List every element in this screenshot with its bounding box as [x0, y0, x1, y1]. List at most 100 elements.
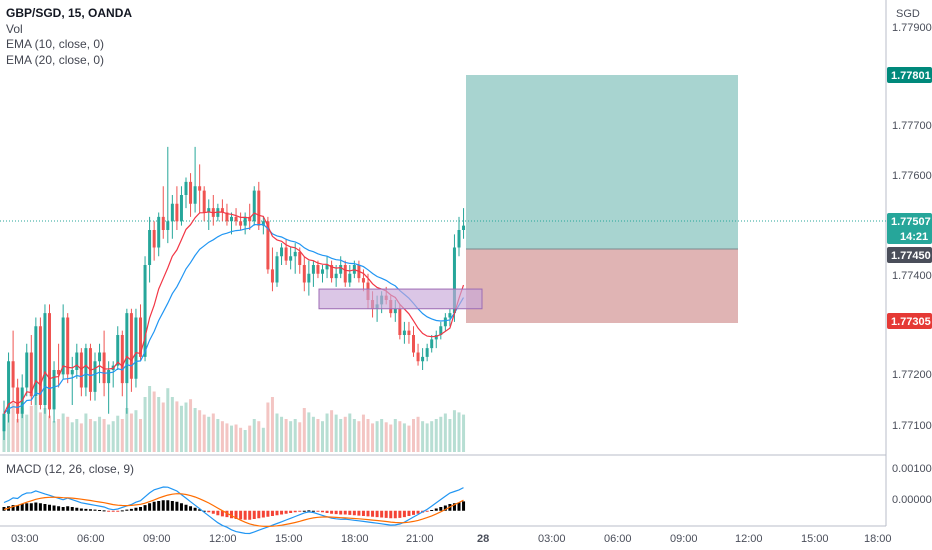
- volume-bar: [202, 414, 206, 452]
- time-axis[interactable]: 03:00 06:00 09:00 12:00 15:00 18:00 21:0…: [11, 533, 892, 545]
- candle[interactable]: [230, 212, 233, 235]
- price-axis[interactable]: 1.77900 1.77700 1.77600 1.77400 1.77200 …: [892, 22, 932, 506]
- candle[interactable]: [120, 330, 124, 397]
- candle[interactable]: [325, 256, 329, 279]
- candle[interactable]: [252, 186, 256, 226]
- profit-zone[interactable]: [466, 75, 738, 249]
- candle[interactable]: [412, 326, 415, 357]
- macd-bar: [239, 510, 243, 520]
- candle[interactable]: [198, 164, 202, 213]
- candle[interactable]: [98, 343, 102, 384]
- candle[interactable]: [43, 304, 47, 414]
- loss-zone[interactable]: [466, 249, 738, 323]
- candle[interactable]: [57, 343, 61, 388]
- candle[interactable]: [38, 317, 42, 410]
- candle[interactable]: [407, 321, 411, 344]
- candle[interactable]: [34, 317, 38, 406]
- candle[interactable]: [239, 212, 243, 231]
- candle-body: [25, 352, 29, 388]
- candle-body: [70, 370, 74, 375]
- candle[interactable]: [166, 146, 170, 244]
- candle[interactable]: [261, 216, 265, 235]
- candle-body: [125, 313, 129, 384]
- candle[interactable]: [170, 195, 174, 239]
- candle[interactable]: [280, 243, 284, 265]
- candle[interactable]: [430, 335, 434, 353]
- candle[interactable]: [152, 221, 156, 261]
- candle[interactable]: [93, 352, 97, 401]
- candle[interactable]: [184, 177, 188, 209]
- candle[interactable]: [270, 247, 274, 292]
- candle[interactable]: [298, 247, 302, 274]
- macd-legend[interactable]: MACD (12, 26, close, 9): [6, 462, 135, 476]
- volume-bar: [425, 423, 429, 452]
- candle[interactable]: [161, 186, 165, 239]
- candle[interactable]: [157, 212, 161, 257]
- candle[interactable]: [439, 321, 443, 340]
- candle[interactable]: [102, 330, 106, 397]
- candle[interactable]: [330, 260, 334, 283]
- candle[interactable]: [416, 343, 420, 366]
- candle[interactable]: [207, 199, 211, 230]
- macd-bar: [211, 510, 215, 514]
- candle[interactable]: [443, 313, 447, 331]
- candle[interactable]: [134, 308, 138, 388]
- candle[interactable]: [107, 361, 111, 414]
- candle[interactable]: [25, 343, 29, 397]
- candle[interactable]: [220, 199, 224, 222]
- candle[interactable]: [129, 308, 133, 392]
- candle-body: [170, 203, 174, 222]
- candle[interactable]: [29, 335, 33, 405]
- volume-legend[interactable]: Vol: [6, 21, 23, 36]
- candle[interactable]: [189, 173, 193, 217]
- candle[interactable]: [275, 251, 279, 287]
- candle[interactable]: [402, 321, 406, 344]
- candle[interactable]: [289, 247, 293, 270]
- candle[interactable]: [75, 343, 79, 379]
- candle[interactable]: [284, 238, 288, 265]
- symbol-title[interactable]: GBP/SGD, 15, OANDA: [6, 6, 133, 20]
- candle[interactable]: [143, 256, 147, 362]
- macd-pane[interactable]: [0, 456, 886, 526]
- candle[interactable]: [16, 378, 20, 423]
- candle[interactable]: [348, 265, 352, 287]
- ema20-legend[interactable]: EMA (20, close, 0): [6, 52, 105, 67]
- candle[interactable]: [243, 212, 247, 235]
- candle[interactable]: [2, 400, 6, 440]
- candle[interactable]: [52, 361, 56, 423]
- candle[interactable]: [175, 186, 179, 230]
- candle[interactable]: [84, 343, 88, 397]
- candle[interactable]: [193, 146, 197, 213]
- candle[interactable]: [462, 208, 466, 239]
- candle[interactable]: [11, 330, 15, 401]
- candle[interactable]: [307, 260, 311, 296]
- candle[interactable]: [421, 348, 425, 370]
- ema10-legend[interactable]: EMA (10, close, 0): [6, 37, 105, 51]
- candle[interactable]: [66, 313, 70, 384]
- candle[interactable]: [125, 308, 129, 414]
- candle[interactable]: [48, 304, 51, 419]
- candle[interactable]: [70, 356, 74, 405]
- candle[interactable]: [179, 186, 183, 226]
- candle[interactable]: [234, 208, 238, 226]
- candle[interactable]: [448, 308, 452, 327]
- candle[interactable]: [457, 216, 461, 257]
- candle[interactable]: [79, 348, 83, 397]
- candle[interactable]: [434, 330, 438, 349]
- candle[interactable]: [321, 265, 324, 283]
- candle[interactable]: [7, 352, 11, 423]
- candle[interactable]: [202, 186, 206, 222]
- candle[interactable]: [425, 343, 429, 362]
- candle[interactable]: [302, 256, 306, 292]
- candle[interactable]: [225, 203, 229, 226]
- candle[interactable]: [398, 304, 402, 340]
- candle[interactable]: [148, 216, 152, 283]
- candle[interactable]: [343, 260, 347, 287]
- supply-zone-box[interactable]: [318, 288, 483, 310]
- volume-bar: [389, 424, 393, 452]
- candle[interactable]: [257, 181, 261, 230]
- candle[interactable]: [248, 203, 252, 230]
- candle[interactable]: [311, 260, 315, 287]
- price-pane[interactable]: [0, 0, 886, 455]
